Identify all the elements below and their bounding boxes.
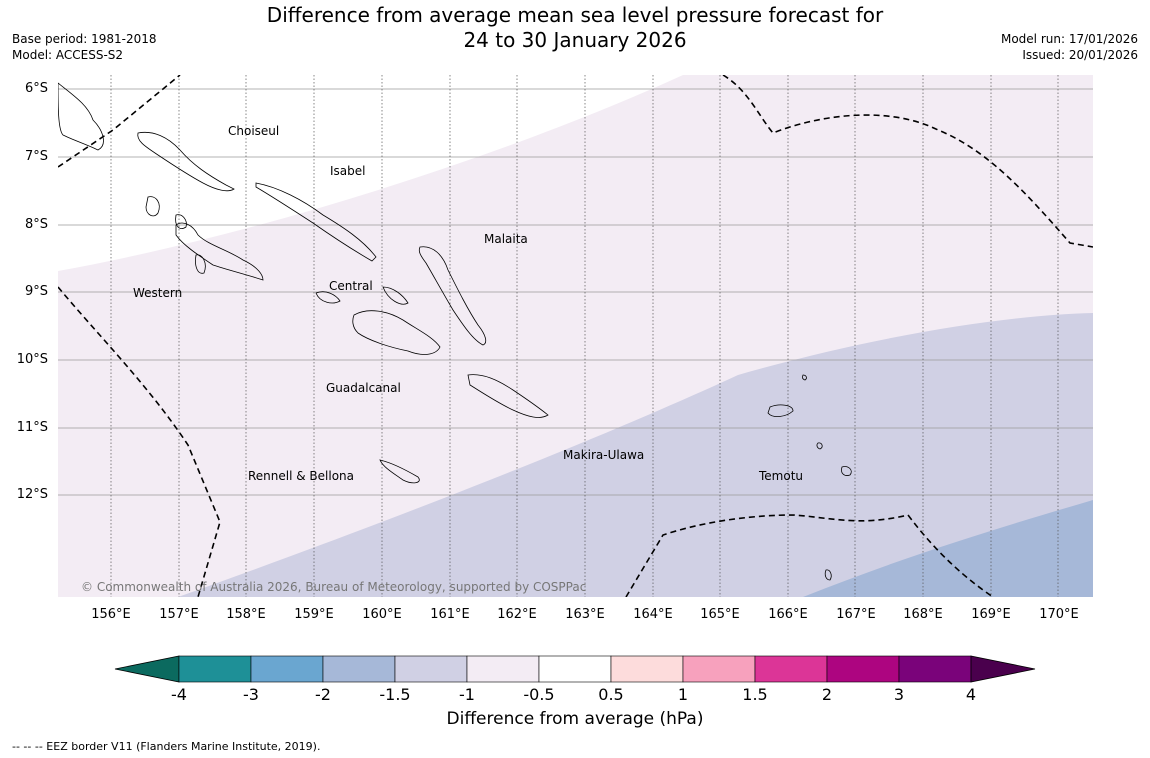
anuta-island bbox=[824, 569, 832, 581]
florida-islands bbox=[315, 291, 341, 304]
title-line-2: 24 to 30 January 2026 bbox=[463, 28, 687, 52]
bougainville-island bbox=[58, 82, 104, 151]
anomaly-band-neg-1-to-neg-1.5 bbox=[178, 313, 1093, 597]
colorbar-tick-label: 1.5 bbox=[742, 685, 768, 704]
colorbar-segment bbox=[538, 655, 612, 683]
lon-label: 165°E bbox=[700, 607, 740, 622]
map-panel: © Commonwealth of Australia 2026, Bureau… bbox=[58, 75, 1093, 597]
colorbar-segment bbox=[682, 655, 756, 683]
title-line-1: Difference from average mean sea level p… bbox=[266, 3, 884, 27]
colorbar-tick-label: -0.5 bbox=[523, 685, 555, 704]
colorbar-tick-label: -1.5 bbox=[379, 685, 411, 704]
colorbar-tick-label: 2 bbox=[821, 685, 833, 704]
eez-border-southwest bbox=[58, 286, 221, 597]
colorbar-under-arrow bbox=[114, 655, 180, 683]
place-rennell-bellona: Rennell & Bellona bbox=[248, 469, 355, 483]
place-choiseul: Choiseul bbox=[228, 124, 280, 138]
colorbar bbox=[114, 655, 1036, 683]
longitude-gridlines bbox=[110, 75, 1059, 597]
eez-borders bbox=[58, 75, 1093, 597]
malaita-island bbox=[418, 246, 487, 346]
colorbar-segment bbox=[610, 655, 684, 683]
lon-label: 157°E bbox=[159, 607, 199, 622]
meta-right: Model run: 17/01/2026 Issued: 20/01/2026 bbox=[1001, 31, 1138, 63]
vella-lavella-island bbox=[145, 196, 160, 217]
colorbar-segment bbox=[754, 655, 828, 683]
lon-label: 168°E bbox=[903, 607, 943, 622]
issued-date: Issued: 20/01/2026 bbox=[1022, 48, 1138, 62]
copyright-notice: © Commonwealth of Australia 2026, Bureau… bbox=[81, 580, 587, 594]
base-period: Base period: 1981-2018 bbox=[12, 32, 157, 46]
place-guadalcanal: Guadalcanal bbox=[326, 381, 401, 395]
lon-label: 156°E bbox=[91, 607, 131, 622]
lat-label: 6°S bbox=[24, 81, 48, 96]
vanikoro-island bbox=[841, 466, 852, 476]
colorbar-tick-label: -1 bbox=[459, 685, 475, 704]
lon-label: 162°E bbox=[497, 607, 537, 622]
lon-label: 158°E bbox=[226, 607, 266, 622]
colorbar-tick-label: 1 bbox=[677, 685, 689, 704]
eez-border-northeast bbox=[722, 75, 1093, 248]
model-run: Model run: 17/01/2026 bbox=[1000, 32, 1138, 46]
colorbar-tick-label: -3 bbox=[243, 685, 259, 704]
lon-label: 169°E bbox=[971, 607, 1011, 622]
colorbar-segment bbox=[322, 655, 396, 683]
place-malaita: Malaita bbox=[484, 232, 528, 246]
colorbar-segment bbox=[898, 655, 972, 683]
russell-islands bbox=[382, 286, 409, 305]
place-isabel: Isabel bbox=[330, 164, 366, 178]
colorbar-over-arrow bbox=[970, 655, 1036, 683]
lon-label: 160°E bbox=[362, 607, 402, 622]
lon-label: 167°E bbox=[836, 607, 876, 622]
colorbar-segment bbox=[826, 655, 900, 683]
lon-label: 164°E bbox=[633, 607, 673, 622]
lat-label: 12°S bbox=[16, 487, 48, 502]
tikopia-island bbox=[816, 442, 823, 450]
lon-label: 161°E bbox=[430, 607, 470, 622]
place-temotu: Temotu bbox=[759, 469, 804, 483]
colorbar-tick-label: -2 bbox=[315, 685, 331, 704]
new-georgia-island bbox=[175, 222, 264, 281]
colorbar-tick-label: 3 bbox=[893, 685, 905, 704]
makira-island bbox=[467, 374, 549, 418]
colorbar-title: Difference from average (hPa) bbox=[446, 709, 704, 729]
chart-title: Difference from average mean sea level p… bbox=[0, 3, 1150, 53]
lat-label: 11°S bbox=[16, 420, 48, 435]
colorbar-segment bbox=[250, 655, 324, 683]
colorbar-tick-label: -4 bbox=[171, 685, 187, 704]
santa-cruz-islands bbox=[767, 404, 794, 417]
anomaly-band-neg-1.5-to-neg-2 bbox=[803, 500, 1093, 597]
meta-left: Base period: 1981-2018 Model: ACCESS-S2 bbox=[12, 31, 157, 63]
lat-label: 10°S bbox=[16, 352, 48, 367]
guadalcanal-island bbox=[352, 310, 441, 355]
rendova-island bbox=[195, 254, 206, 274]
place-makira-ulawa: Makira-Ulawa bbox=[563, 448, 645, 462]
colorbar-tick-label: 4 bbox=[965, 685, 977, 704]
colorbar-segment bbox=[394, 655, 468, 683]
colorbar-segment bbox=[178, 655, 252, 683]
rennell-island bbox=[379, 459, 420, 484]
lon-label: 170°E bbox=[1039, 607, 1079, 622]
eez-border-west bbox=[58, 75, 181, 168]
lon-label: 166°E bbox=[768, 607, 808, 622]
model-name: Model: ACCESS-S2 bbox=[12, 48, 124, 62]
duff-islands bbox=[802, 374, 807, 381]
colorbar-segment bbox=[466, 655, 540, 683]
place-central: Central bbox=[329, 279, 373, 293]
lat-label: 7°S bbox=[24, 149, 48, 164]
lat-label: 9°S bbox=[24, 284, 48, 299]
map-canvas bbox=[58, 75, 1093, 597]
eez-footnote: -- -- -- EEZ border V11 (Flanders Marine… bbox=[12, 740, 321, 753]
colorbar-tick-label: 0.5 bbox=[598, 685, 624, 704]
lon-label: 163°E bbox=[565, 607, 605, 622]
lat-label: 8°S bbox=[24, 217, 48, 232]
latitude-gridlines bbox=[58, 88, 1093, 496]
kolombangara-island bbox=[175, 214, 187, 229]
eez-border-southeast bbox=[625, 514, 994, 597]
lon-label: 159°E bbox=[294, 607, 334, 622]
coastlines bbox=[58, 82, 852, 581]
choiseul-island bbox=[137, 131, 235, 192]
isabel-island bbox=[255, 182, 377, 262]
place-western: Western bbox=[133, 286, 183, 300]
